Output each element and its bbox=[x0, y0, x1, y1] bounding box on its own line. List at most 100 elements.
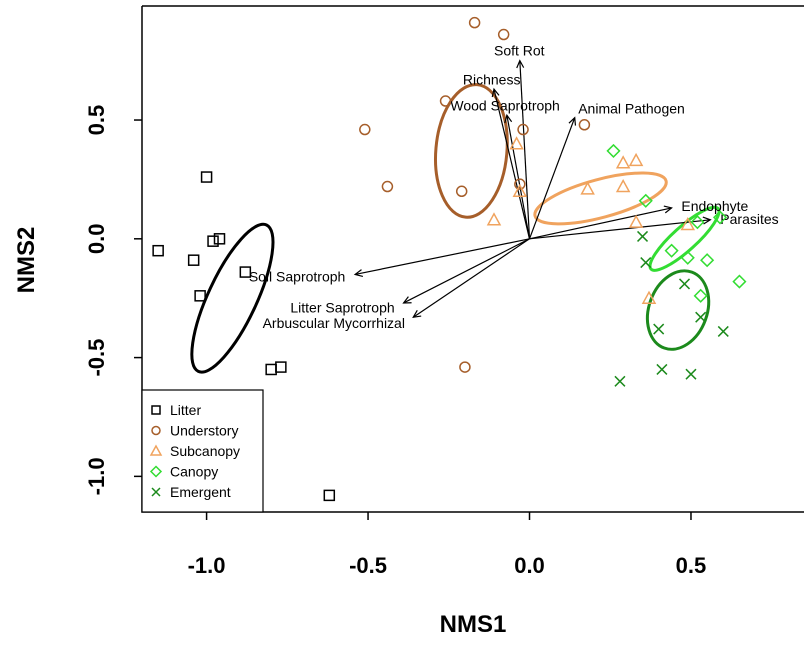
point-canopy bbox=[638, 193, 653, 208]
group-ellipses bbox=[190, 83, 721, 374]
point-subcanopy bbox=[486, 212, 502, 226]
vector-label-litter-saprotroph: Litter Saprotroph bbox=[290, 299, 394, 315]
group-points bbox=[152, 16, 747, 502]
point-understory bbox=[381, 180, 394, 193]
vector-label-endophyte: Endophyte bbox=[681, 198, 748, 214]
ellipse-litter bbox=[190, 222, 275, 374]
point-subcanopy bbox=[580, 181, 595, 195]
legend-box bbox=[141, 389, 264, 513]
legend-marker-understory bbox=[151, 425, 161, 436]
vector-head-wood-saprotroph bbox=[504, 113, 513, 124]
point-emergent bbox=[717, 325, 729, 337]
vector-head-soil-saprotroph bbox=[353, 269, 364, 277]
point-canopy bbox=[664, 243, 679, 258]
legend-label-emergent: Emergent bbox=[170, 484, 231, 500]
point-litter bbox=[323, 489, 336, 502]
legend-label-understory: Understory bbox=[170, 423, 238, 439]
point-litter bbox=[213, 233, 226, 245]
point-subcanopy bbox=[512, 183, 528, 198]
point-subcanopy bbox=[628, 214, 644, 228]
vector-label-parasites: Parasites bbox=[720, 211, 778, 227]
point-subcanopy bbox=[628, 152, 644, 167]
point-emergent bbox=[637, 230, 649, 242]
point-subcanopy bbox=[641, 290, 657, 304]
y-tick-label: -1.0 bbox=[84, 457, 109, 495]
vector-label-wood-saprotroph: Wood Saprotroph bbox=[450, 97, 559, 113]
point-understory bbox=[578, 119, 591, 131]
legend-marker-litter bbox=[151, 405, 161, 415]
vector-label-soil-saprotroph: Soil Saprotroph bbox=[249, 268, 346, 284]
point-litter bbox=[152, 244, 164, 257]
point-understory bbox=[455, 185, 468, 198]
vector-head-soft-rot bbox=[516, 59, 525, 69]
point-canopy bbox=[680, 250, 695, 265]
legend-marker-canopy bbox=[149, 465, 163, 478]
legend: Litter Understory Subcanopy Canopy Emergent bbox=[141, 389, 264, 513]
point-litter bbox=[239, 266, 252, 278]
x-tick-label: 0.5 bbox=[676, 553, 707, 578]
point-subcanopy bbox=[680, 216, 696, 231]
vector-head-richness bbox=[491, 87, 500, 98]
vector-head-endophyte bbox=[663, 205, 673, 214]
point-subcanopy bbox=[615, 155, 631, 169]
point-litter bbox=[275, 361, 287, 373]
legend-marker-emergent bbox=[151, 487, 161, 497]
y-tick-label: -0.5 bbox=[84, 339, 109, 377]
ellipse-emergent bbox=[645, 269, 711, 351]
vector-label-richness: Richness bbox=[463, 71, 521, 87]
point-litter bbox=[194, 290, 206, 302]
vector-soil-saprotroph bbox=[355, 238, 530, 276]
point-understory bbox=[514, 178, 526, 190]
point-subcanopy bbox=[509, 136, 524, 150]
vector-richness bbox=[493, 89, 531, 239]
vector-head-arbuscular-mycorrhizal bbox=[412, 309, 422, 318]
point-emergent bbox=[640, 257, 652, 269]
vector-endophyte bbox=[529, 207, 672, 240]
point-canopy bbox=[732, 274, 747, 289]
legend-label-subcanopy: Subcanopy bbox=[170, 443, 240, 459]
vector-label-arbuscular-mycorrhizal: Arbuscular Mycorrhizal bbox=[263, 315, 405, 331]
x-tick-label: 0.0 bbox=[514, 553, 545, 578]
vector-litter-saprotroph bbox=[403, 238, 530, 304]
y-tick-label: 0.0 bbox=[84, 224, 109, 255]
ellipse-canopy bbox=[648, 205, 721, 272]
y-axis-title: NMS2 bbox=[13, 227, 40, 294]
point-litter bbox=[187, 254, 200, 266]
vector-head-animal-pathogen bbox=[568, 116, 577, 126]
x-tick-label: -0.5 bbox=[349, 553, 387, 578]
y-tick-label: 0.5 bbox=[84, 105, 109, 136]
point-canopy bbox=[606, 143, 621, 158]
point-canopy bbox=[693, 288, 708, 303]
ellipse-understory bbox=[434, 83, 509, 219]
ellipse-subcanopy bbox=[533, 171, 668, 226]
vector-animal-pathogen bbox=[528, 117, 576, 240]
point-litter bbox=[200, 171, 213, 183]
group-axes: -1.0 -0.5 0.0 0.5 -1.0 -0.5 0.0 0.5 bbox=[84, 5, 804, 578]
point-understory bbox=[459, 361, 471, 373]
vector-head-litter-saprotroph bbox=[402, 296, 412, 304]
vector-wood-saprotroph bbox=[506, 115, 531, 239]
legend-marker-subcanopy bbox=[149, 444, 163, 456]
point-canopy bbox=[712, 210, 728, 225]
legend-label-canopy: Canopy bbox=[170, 464, 218, 480]
group-vectors: Soft Rot Richness Wood Saprotroph Animal Pa… bbox=[249, 43, 779, 331]
point-emergent bbox=[614, 375, 626, 387]
point-emergent bbox=[685, 368, 697, 380]
vector-parasites bbox=[529, 219, 711, 240]
legend-label-litter: Litter bbox=[170, 402, 201, 418]
point-understory bbox=[497, 28, 510, 41]
x-tick-label: -1.0 bbox=[188, 553, 226, 578]
point-understory bbox=[517, 123, 529, 136]
point-understory bbox=[468, 16, 481, 29]
point-emergent bbox=[695, 311, 707, 323]
vector-soft-rot bbox=[519, 60, 531, 239]
x-axis-title: NMS1 bbox=[440, 611, 507, 638]
point-emergent bbox=[678, 278, 691, 290]
point-emergent bbox=[653, 323, 665, 335]
vector-arbuscular-mycorrhizal bbox=[412, 238, 530, 318]
vector-label-animal-pathogen: Animal Pathogen bbox=[578, 100, 685, 116]
point-canopy bbox=[700, 253, 715, 268]
point-emergent bbox=[656, 363, 668, 375]
point-canopy bbox=[690, 215, 705, 230]
